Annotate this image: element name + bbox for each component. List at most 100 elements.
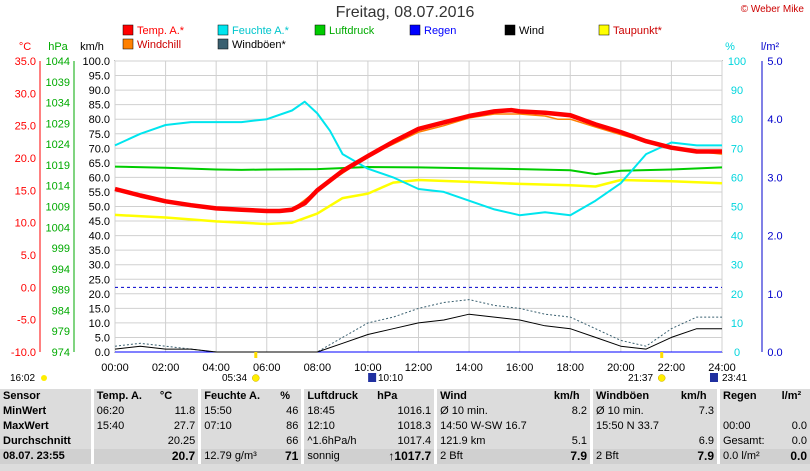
legend-label: Luftdruck [329,25,375,37]
sunrise-icon [252,374,260,382]
table-header: Regen [716,389,779,404]
moonset-time-label: 23:41 [722,373,748,384]
pressure-tick-label: 1004 [46,222,70,234]
x-tick-label: 08:00 [304,362,332,374]
table-cell: MinWert [3,405,47,417]
pressure-tick-label: 1009 [46,202,70,214]
sunrise-time-label: 05:34 [222,373,248,384]
series-line-taupunkt [114,178,723,226]
table-cell: sonnig [301,449,375,464]
wind-tick-label: 100.0 [82,56,110,68]
pressure-axis-unit: hPa [48,41,68,53]
rain-tick-label: 2.0 [767,231,782,243]
temp-tick-label: -5.0 [17,315,36,327]
pressure-tick-label: 979 [52,326,70,338]
wind-tick-label: 45.0 [89,216,110,228]
x-tick-label: 20:00 [607,362,635,374]
humidity-tick-label: 0 [734,347,740,359]
wind-tick-label: 75.0 [89,129,110,141]
current-time-label: 16:02 [10,373,36,384]
pressure-tick-label: 1024 [46,139,70,151]
current-time-icon [41,375,47,381]
humidity-tick-label: 60 [731,172,743,184]
wind-tick-label: 65.0 [89,158,110,170]
x-tick-label: 02:00 [152,362,180,374]
pressure-tick-label: 1039 [46,77,70,89]
humidity-tick-label: 50 [731,202,743,214]
x-tick-label: 14:00 [455,362,483,374]
x-tick-label: 04:00 [202,362,230,374]
table-cell: 8.2 [571,405,588,417]
table-cell: 00:00 [716,419,779,434]
table-header: km/h [553,390,580,402]
legend-label: Windchill [137,39,181,51]
table-header: Sensor [3,390,41,402]
table-cell: 7.3 [698,405,714,417]
humidity-tick-label: 70 [731,143,743,155]
table-header: Wind [434,389,551,404]
moonrise-icon [368,373,377,382]
series-line-luftdruck [114,165,723,176]
table-cell: 27.7 [173,420,196,432]
table-row: Durchschnitt 20.25 66 ^1.6hPa/h 1017.4 1… [0,434,810,449]
temp-tick-label: 15.0 [15,185,36,197]
humidity-tick-label: 30 [731,260,743,272]
table-header: Feuchte A. [198,389,278,404]
stats-table: Sensor Temp. A. °C Feuchte A. % Luftdruc… [0,389,810,471]
table-cell: 18:45 [301,404,375,419]
table-cell [678,419,719,434]
table-cell: ^1.6hPa/h [301,434,375,449]
wind-tick-label: 60.0 [89,172,110,184]
pressure-tick-label: 989 [52,285,70,297]
moonrise-time-label: 10:10 [378,373,404,384]
table-cell: MaxWert [3,420,49,432]
legend-label: Taupunkt* [613,25,663,37]
table-cell: 7.9 [677,449,719,464]
rain-tick-label: 5.0 [767,56,782,68]
table-cell: 66 [286,435,299,447]
pressure-tick-label: 999 [52,243,70,255]
table-cell: Ø 10 min. [590,404,678,419]
table-header: hPa [377,390,398,402]
table-cell: 71 [277,449,303,464]
legend-label: Regen [424,25,456,37]
moonset-icon [709,373,718,382]
humidity-tick-label: 20 [731,289,743,301]
legend-label: Wind [519,25,544,37]
x-tick-label: 22:00 [658,362,686,374]
x-tick-label: 00:00 [101,362,129,374]
table-cell: 15:50 N 33.7 [590,419,678,434]
legend-swatch [504,24,516,36]
temp-tick-label: 10.0 [15,218,36,230]
table-cell [198,434,278,449]
table-cell: 0.0 [778,449,810,464]
table-cell [551,419,592,434]
sunset-time-label: 21:37 [628,373,654,384]
x-tick-label: 16:00 [506,362,534,374]
humidity-tick-label: 90 [731,85,743,97]
table-cell: 86 [286,420,299,432]
table-cell: 11.8 [174,405,196,417]
table-header: °C [159,390,173,402]
legend-swatch [217,24,229,36]
table-cell: 08.07. 23:55 [0,449,93,464]
table-cell: 6.9 [698,435,714,447]
rain-tick-label: 0.0 [767,347,782,359]
table-cell: 06:20 [90,404,157,419]
table-cell: 1017.4 [397,435,432,447]
pressure-tick-label: 1029 [46,118,70,130]
pressure-tick-label: 1019 [46,160,70,172]
wind-tick-label: 70.0 [89,143,110,155]
temp-tick-label: -10.0 [11,347,36,359]
rain-tick-label: 1.0 [767,289,782,301]
table-header: km/h [680,390,707,402]
humidity-tick-label: 10 [731,318,743,330]
table-cell: 20.7 [156,449,200,464]
table-cell: 7.9 [550,449,592,464]
legend-label: Feuchte A.* [232,25,290,37]
temp-tick-label: 30.0 [15,88,36,100]
humidity-axis-unit: % [725,41,735,53]
table-cell: 0.0 l/m² [716,449,779,464]
wind-tick-label: 30.0 [89,260,110,272]
wind-tick-label: 90.0 [89,85,110,97]
